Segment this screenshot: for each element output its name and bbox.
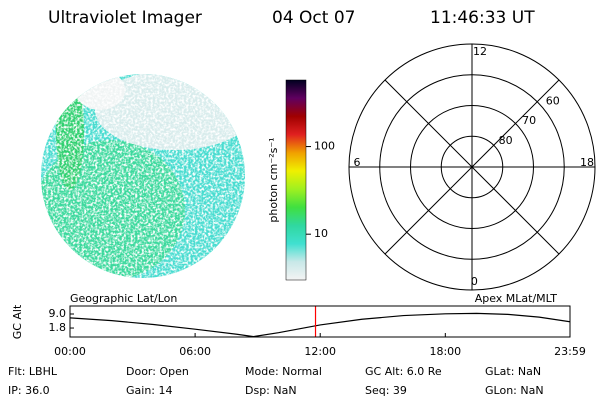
altitude-line <box>70 312 570 337</box>
status-field: Seq: 39 <box>365 384 407 397</box>
polar-mlt-label: 18 <box>580 156 594 169</box>
status-field: Dsp: NaN <box>245 384 297 397</box>
uv-image <box>41 74 245 278</box>
line-title-right: Apex MLat/MLT <box>475 292 558 305</box>
status-field: Door: Open <box>126 365 189 378</box>
y-tick-label: 1.8 <box>49 321 67 334</box>
title: Ultraviolet Imager <box>48 8 202 28</box>
status-field: GLat: NaN <box>485 365 541 378</box>
status-field: Mode: Normal <box>245 365 322 378</box>
polar-ring <box>410 105 534 229</box>
line-title-left: Geographic Lat/Lon <box>70 292 177 305</box>
polar-ring <box>379 74 565 260</box>
polar-ring-label: 70 <box>522 114 536 127</box>
polar-ring-label: 80 <box>499 134 513 147</box>
status-field: GC Alt: 6.0 Re <box>365 365 442 378</box>
polar-mlt-label: 0 <box>471 275 478 288</box>
x-tick-label: 06:00 <box>179 345 211 358</box>
status-field: Gain: 14 <box>126 384 173 397</box>
status-field: Flt: LBHL <box>8 365 58 378</box>
x-tick-label: 00:00 <box>54 345 86 358</box>
x-tick-label: 12:00 <box>304 345 336 358</box>
colorbar-label: photon cm⁻²s⁻¹ <box>267 137 280 222</box>
x-tick-label: 18:00 <box>429 345 461 358</box>
colorbar <box>285 79 307 281</box>
y-axis-label: GC Alt <box>11 304 24 339</box>
polar-ring-label: 60 <box>546 94 560 107</box>
polar-mlt-label: 6 <box>354 156 361 169</box>
status-field: GLon: NaN <box>485 384 544 397</box>
colorbar-tick-label: 100 <box>314 140 335 153</box>
time: 11:46:33 UT <box>430 8 535 28</box>
polar-ring <box>440 135 504 199</box>
x-tick-label: 23:59 <box>554 345 586 358</box>
status-field: IP: 36.0 <box>8 384 50 397</box>
colorbar-tick-label: 10 <box>314 227 328 240</box>
plot-frame <box>69 305 571 338</box>
polar-mlt-label: 12 <box>473 45 487 58</box>
y-tick-label: 9.0 <box>49 307 67 320</box>
date: 04 Oct 07 <box>272 8 355 28</box>
